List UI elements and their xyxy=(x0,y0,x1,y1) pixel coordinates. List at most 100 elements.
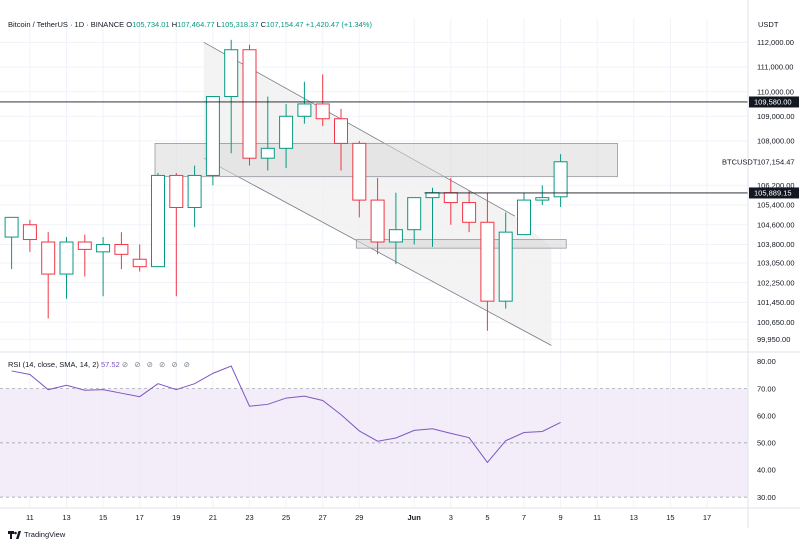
candle xyxy=(297,103,312,117)
candle xyxy=(59,241,74,275)
rsi-tick-label: 60.00 xyxy=(757,411,776,420)
candle xyxy=(535,197,550,201)
candle xyxy=(370,199,385,243)
price-tick-label: 106,200.00 xyxy=(757,181,795,190)
time-tick-label: 3 xyxy=(449,513,453,522)
candle xyxy=(187,174,202,208)
time-tick-label: 29 xyxy=(355,513,363,522)
candle xyxy=(242,49,257,159)
rsi-legend[interactable]: RSI (14, close, SMA, 14, 2) 57.52 ⊘ ⊘ ⊘ … xyxy=(8,360,192,369)
time-tick-label: 11 xyxy=(593,513,601,522)
candle xyxy=(224,49,239,98)
price-line-label: 109,580.00 xyxy=(754,98,792,107)
candle xyxy=(132,258,147,268)
close-label: C xyxy=(260,20,267,29)
candle xyxy=(407,197,422,231)
time-tick-label: 17 xyxy=(703,513,711,522)
price-line-label: 105,889.15 xyxy=(754,189,792,198)
candle xyxy=(169,174,184,208)
rsi-tick-label: 30.00 xyxy=(757,493,776,502)
time-tick-label: 5 xyxy=(485,513,489,522)
time-tick-label: 23 xyxy=(245,513,253,522)
close-value: 107,154.47 xyxy=(266,20,304,29)
last-price-symbol: BTCUSDT xyxy=(722,157,758,166)
price-tick-label: 103,050.00 xyxy=(757,259,795,268)
candle xyxy=(334,118,348,144)
candle xyxy=(114,243,129,255)
time-tick-label: 21 xyxy=(209,513,217,522)
low-label: L xyxy=(216,20,221,29)
time-tick-label: 15 xyxy=(99,513,107,522)
candle xyxy=(205,96,220,176)
support-zone xyxy=(355,239,567,249)
currency-label[interactable]: USDT xyxy=(758,20,779,29)
price-line-label-box xyxy=(749,96,799,108)
price-tick-label: 105,400.00 xyxy=(757,201,795,210)
rsi-controls-icon[interactable]: ⊘ ⊘ ⊘ ⊘ ⊘ ⊘ xyxy=(121,360,192,369)
candle xyxy=(22,224,37,241)
price-tick-label: 111,000.00 xyxy=(757,63,793,72)
open-label: O xyxy=(126,20,133,29)
candle xyxy=(388,229,403,243)
high-label: H xyxy=(171,20,178,29)
resistance-zone xyxy=(154,142,618,178)
price-tick-label: 108,000.00 xyxy=(757,137,795,146)
candle xyxy=(4,216,19,238)
rsi-value: 57.52 xyxy=(100,360,120,369)
price-tick-label: 102,250.00 xyxy=(757,278,795,287)
price-tick-label: 101,450.00 xyxy=(757,298,795,307)
price-tick-label: 103,800.00 xyxy=(757,240,795,249)
change-value: +1,420.47 (+1.34%) xyxy=(305,20,372,29)
candle xyxy=(443,192,458,204)
time-tick-label: Jun xyxy=(408,513,422,522)
candle xyxy=(315,103,330,120)
time-tick-label: 19 xyxy=(172,513,180,522)
rsi-line xyxy=(11,365,561,464)
candle xyxy=(77,241,92,250)
candle xyxy=(498,231,513,302)
time-tick-label: 25 xyxy=(282,513,290,522)
low-value: 105,318.37 xyxy=(220,20,259,29)
rsi-title[interactable]: RSI (14, close, SMA, 14, 2) xyxy=(8,360,99,369)
symbol-legend[interactable]: Bitcoin / TetherUS · 1D · BINANCE O105,7… xyxy=(8,20,372,29)
time-tick-label: 17 xyxy=(136,513,144,522)
rsi-tick-label: 50.00 xyxy=(757,439,776,448)
candle xyxy=(279,115,294,149)
rsi-tick-label: 70.00 xyxy=(757,384,776,393)
time-tick-label: 9 xyxy=(559,513,563,522)
candle xyxy=(41,241,56,275)
time-tick-label: 13 xyxy=(62,513,70,522)
high-value: 107,464.77 xyxy=(177,20,215,29)
candle xyxy=(151,174,165,268)
symbol-title[interactable]: Bitcoin / TetherUS · 1D · BINANCE xyxy=(8,20,125,29)
price-line-label-box xyxy=(749,187,799,199)
candle xyxy=(553,161,568,198)
time-tick-label: 27 xyxy=(319,513,327,522)
candle xyxy=(352,142,367,201)
time-tick-label: 11 xyxy=(26,513,34,522)
last-price-value: 107,154.47 xyxy=(757,157,795,166)
candle xyxy=(260,147,275,159)
open-value: 105,734.01 xyxy=(132,20,170,29)
candle xyxy=(425,192,440,199)
rsi-tick-label: 80.00 xyxy=(757,357,776,366)
tradingview-text: TradingView xyxy=(24,530,66,539)
time-tick-label: 15 xyxy=(666,513,674,522)
candle xyxy=(517,199,531,236)
candle xyxy=(480,221,495,302)
price-tick-label: 109,000.00 xyxy=(757,112,795,121)
time-tick-label: 7 xyxy=(522,513,526,522)
price-tick-label: 99,950.00 xyxy=(757,335,790,344)
candle xyxy=(96,243,111,253)
price-tick-label: 112,000.00 xyxy=(757,38,794,47)
tradingview-logo-icon xyxy=(8,530,21,539)
price-tick-label: 110,000.00 xyxy=(757,87,794,96)
candle xyxy=(462,202,477,223)
time-tick-label: 13 xyxy=(630,513,638,522)
rsi-tick-label: 40.00 xyxy=(757,466,776,475)
tradingview-logo[interactable]: TradingView xyxy=(8,530,65,539)
price-tick-label: 104,600.00 xyxy=(757,220,795,229)
price-tick-label: 100,650.00 xyxy=(757,318,795,327)
